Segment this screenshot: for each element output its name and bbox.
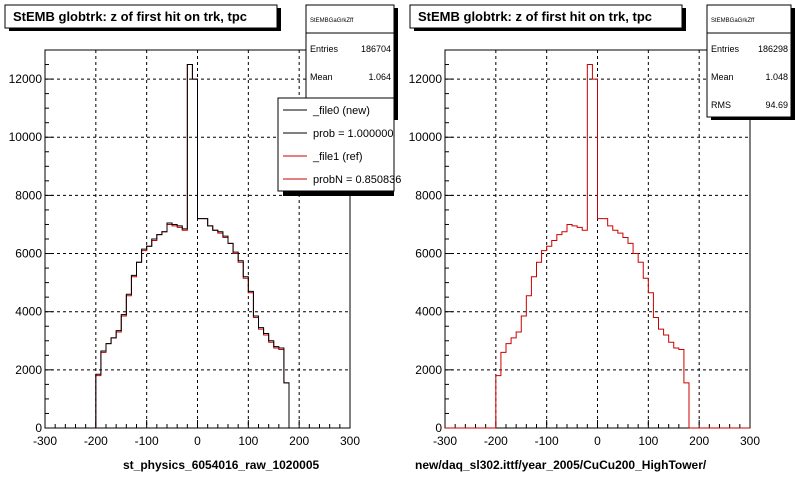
left-legend-label: _file0 (new) — [312, 105, 370, 117]
left-y-tick-label: 8000 — [15, 188, 42, 202]
right-x-tick-label: -200 — [484, 434, 508, 448]
right-y-tick-label: 0 — [435, 421, 442, 435]
left-y-tick-label: 2000 — [15, 363, 42, 377]
left-stats-mean-value: 1.064 — [368, 72, 391, 82]
right-title-frame — [409, 4, 683, 29]
left-title-box: StEMB globtrk: z of first hit on trk, tp… — [4, 4, 281, 31]
left-x-tick-label: 100 — [238, 434, 258, 448]
right-stats-mean-label: Mean — [711, 72, 734, 82]
right-stats-rms-value: 94.69 — [765, 100, 788, 110]
left-y-tick-label: 6000 — [15, 247, 42, 261]
left-legend-box: _file0 (new) prob = 1.000000 _file1 (ref) p… — [277, 97, 401, 196]
right-x-tick-label: 300 — [740, 434, 760, 448]
left-y-tick-label: 12000 — [9, 72, 43, 86]
right-stats-frame — [706, 4, 792, 118]
left-stats-name: StEMBGaGrkZff — [310, 18, 354, 24]
left-histogram-panel: StEMB globtrk: z of first hit on trk, tp… — [4, 4, 401, 472]
left-x-tick-label: -100 — [135, 434, 159, 448]
left-legend-label: _file1 (ref) — [312, 151, 363, 163]
right-stats-entries-label: Entries — [711, 44, 740, 54]
left-x-tick-label: 200 — [289, 434, 309, 448]
right-y-tick-label: 8000 — [415, 188, 442, 202]
right-y-tick-label: 10000 — [409, 130, 443, 144]
left-ticks: -300 -200 -100 0 100 200 300 0 2000 4000 6000 8000 1… — [9, 64, 360, 448]
right-stats-box: StEMBGaGrkZff Entries 186298 Mean 1.048 … — [706, 4, 795, 120]
left-x-tick-label: -300 — [33, 434, 57, 448]
left-series-group — [45, 64, 350, 429]
right-stats-rms-label: RMS — [711, 100, 731, 110]
right-y-tick-label: 12000 — [409, 72, 443, 86]
left-legend-entries: _file0 (new) prob = 1.000000 _file1 (ref) p… — [283, 105, 401, 186]
right-x-tick-label: 100 — [638, 434, 658, 448]
right-ticks: -300 -200 -100 0 100 200 300 0 2000 4000 6000 8000 1… — [409, 64, 760, 448]
left-legend-frame — [277, 97, 395, 192]
left-x-tick-label: 300 — [340, 434, 360, 448]
right-x-tick-label: -300 — [433, 434, 457, 448]
right-histogram-series-ref — [445, 64, 750, 429]
left-chart-title: StEMB globtrk: z of first hit on trk, tp… — [13, 9, 247, 24]
left-x-axis-label: st_physics_6054016_raw_1020005 — [123, 458, 319, 472]
right-y-tick-label: 6000 — [415, 247, 442, 261]
right-stats-name: StEMBGaGrkZff — [711, 18, 755, 24]
right-x-tick-label: 200 — [689, 434, 709, 448]
left-histogram-series-new — [45, 64, 350, 429]
left-y-tick-label: 0 — [35, 421, 42, 435]
left-stats-mean-label: Mean — [310, 72, 333, 82]
right-chart-title: StEMB globtrk: z of first hit on trk, tp… — [418, 9, 652, 24]
right-x-axis-label: new/daq_sl302.ittf/year_2005/CuCu200_Hig… — [415, 458, 707, 472]
right-title-box: StEMB globtrk: z of first hit on trk, tp… — [409, 4, 686, 31]
right-x-tick-label: 0 — [594, 434, 601, 448]
right-stats-mean-value: 1.048 — [765, 72, 788, 82]
left-x-tick-label: -200 — [84, 434, 108, 448]
right-x-tick-label: -100 — [535, 434, 559, 448]
left-stats-entries-value: 186704 — [361, 44, 391, 54]
left-stats-entries-label: Entries — [310, 44, 339, 54]
left-x-tick-label: 0 — [194, 434, 201, 448]
left-y-tick-label: 10000 — [9, 130, 43, 144]
right-y-tick-label: 2000 — [415, 363, 442, 377]
left-legend-label: probN = 0.850836 — [313, 174, 401, 186]
right-y-tick-label: 4000 — [415, 305, 442, 319]
left-title-frame — [4, 4, 278, 29]
left-y-tick-label: 4000 — [15, 305, 42, 319]
left-legend-label: prob = 1.000000 — [313, 128, 393, 140]
right-histogram-panel: StEMB globtrk: z of first hit on trk, tp… — [409, 4, 795, 472]
right-stats-entries-value: 186298 — [758, 44, 788, 54]
right-series-group — [445, 64, 750, 429]
